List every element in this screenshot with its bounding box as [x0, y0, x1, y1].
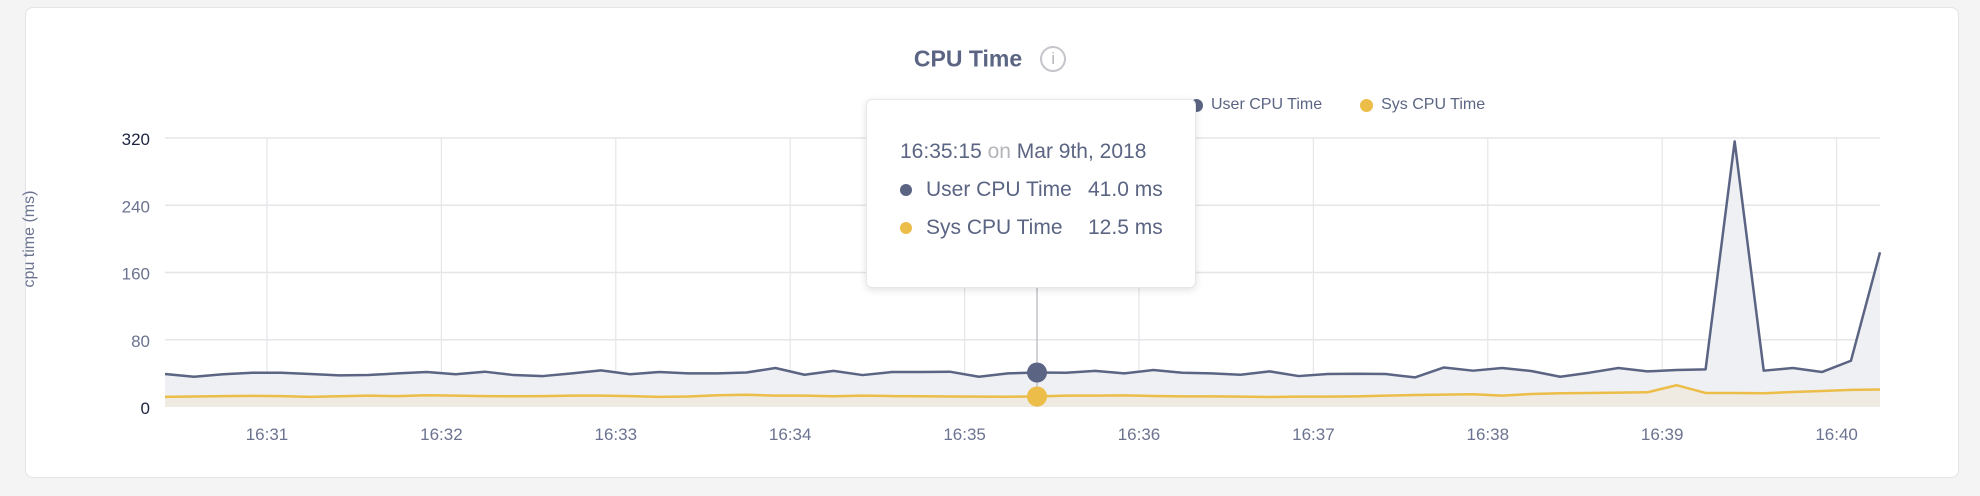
tooltip-row-user: User CPU Time 41.0 ms: [900, 178, 1195, 202]
tooltip-value-sys: 12.5 ms: [1088, 216, 1163, 239]
tooltip-header: 16:35:15 on Mar 9th, 2018: [900, 140, 1195, 164]
y-tick-label: 320: [122, 130, 150, 149]
x-tick-label: 16:32: [420, 425, 463, 444]
legend-label-sys: Sys CPU Time: [1381, 96, 1486, 113]
area-sys: [165, 385, 1880, 407]
x-tick-label: 16:38: [1467, 425, 1510, 444]
tooltip-date: Mar 9th, 2018: [1016, 140, 1147, 163]
info-circle-icon[interactable]: i: [1040, 45, 1067, 72]
x-tick-label: 16:39: [1641, 425, 1684, 444]
tooltip-label-user: User CPU Time: [926, 178, 1072, 201]
legend-item-user[interactable]: User CPU Time: [1190, 96, 1322, 114]
tooltip: 16:35:15 on Mar 9th, 2018 User CPU Time 4…: [866, 99, 1196, 288]
x-tick-label: 16:37: [1292, 425, 1335, 444]
x-tick-label: 16:35: [943, 425, 986, 444]
line-sys: [164, 383, 1881, 399]
legend-dot-sys: [1360, 98, 1374, 112]
tooltip-on: on: [987, 140, 1011, 163]
legend-label-user: User CPU Time: [1211, 96, 1323, 113]
chart-title-text: CPU Time: [913, 45, 1023, 72]
y-tick-label: 0: [141, 399, 150, 418]
line-user: [164, 140, 1882, 379]
legend: User CPU Time Sys CPU Time: [1190, 96, 1485, 114]
x-tick-label: 16:33: [595, 425, 638, 444]
tooltip-label-sys: Sys CPU Time: [926, 216, 1063, 239]
x-tick-label: 16:36: [1118, 425, 1161, 444]
legend-item-sys[interactable]: Sys CPU Time: [1360, 96, 1485, 114]
hover-point-sys: [1027, 386, 1048, 407]
area-user: [165, 141, 1880, 408]
chart-title: CPU Time i: [0, 44, 1980, 72]
tooltip-row-sys: Sys CPU Time 12.5 ms: [900, 216, 1195, 240]
y-tick-label: 160: [122, 265, 150, 284]
x-tick-label: 16:40: [1815, 425, 1858, 444]
x-tick-label: 16:34: [769, 425, 812, 444]
tooltip-dot-sys: [900, 222, 912, 234]
y-tick-label: 80: [131, 332, 150, 351]
x-tick-label: 16:31: [246, 425, 289, 444]
hover-point-user: [1027, 362, 1048, 383]
tooltip-time: 16:35:15: [900, 140, 982, 163]
y-tick-label: 240: [122, 197, 150, 216]
tooltip-dot-user: [900, 184, 912, 196]
tooltip-value-user: 41.0 ms: [1088, 178, 1163, 201]
